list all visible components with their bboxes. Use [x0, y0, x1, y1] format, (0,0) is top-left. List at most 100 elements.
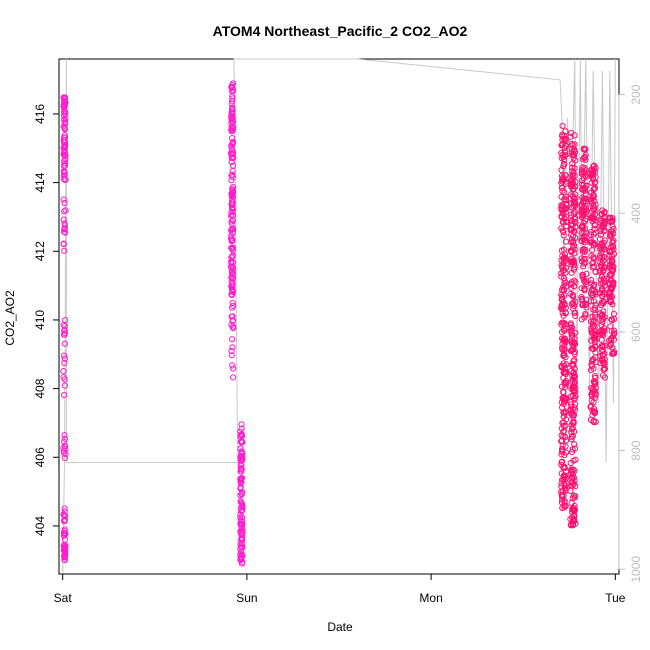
data-point: [590, 176, 597, 183]
data-point: [568, 403, 575, 410]
data-point: [230, 183, 237, 191]
data-point: [562, 128, 569, 135]
data-point: [571, 373, 578, 380]
data-point: [570, 420, 577, 427]
data-point: [61, 340, 69, 347]
data-point: [598, 312, 605, 319]
data-point: [561, 346, 568, 353]
pressure-line-group: [62, 58, 616, 575]
data-point: [228, 348, 235, 355]
data-point: [611, 327, 618, 334]
data-point: [60, 553, 68, 560]
data-point: [598, 273, 606, 280]
data-point: [61, 557, 69, 564]
y-axis-label: CO2_AO2: [3, 290, 17, 346]
data-point: [588, 292, 596, 299]
data-point: [567, 328, 574, 335]
data-point: [62, 451, 69, 458]
data-point: [590, 213, 597, 220]
data-point: [237, 554, 244, 561]
data-point: [567, 320, 574, 327]
data-point: [568, 428, 575, 435]
data-point: [580, 169, 587, 176]
data-point: [561, 499, 568, 506]
data-point: [600, 308, 607, 315]
data-point: [607, 230, 614, 237]
data-point: [560, 286, 567, 293]
data-point: [61, 516, 69, 524]
data-point: [558, 166, 565, 174]
data-point: [608, 232, 615, 239]
data-point: [587, 367, 595, 374]
data-point: [228, 126, 235, 134]
data-point: [582, 156, 589, 163]
data-point: [568, 285, 575, 292]
data-point: [591, 255, 598, 262]
data-point: [229, 97, 236, 105]
data-point: [572, 279, 579, 286]
data-point: [570, 413, 577, 420]
data-point: [571, 246, 578, 253]
y-tick-label: 404: [33, 516, 47, 536]
data-point: [60, 112, 68, 119]
data-point: [60, 116, 68, 123]
data-point: [568, 421, 575, 428]
data-point: [569, 291, 576, 298]
data-point: [572, 312, 579, 319]
data-point: [589, 264, 596, 271]
data-point: [61, 225, 68, 232]
y-tick-label: 412: [33, 241, 47, 261]
data-point: [559, 187, 566, 195]
data-point: [239, 488, 246, 496]
data-point: [581, 153, 588, 161]
data-point: [62, 207, 69, 214]
data-point: [228, 267, 235, 274]
data-point: [561, 254, 569, 261]
data-point: [238, 439, 245, 446]
data-point: [598, 336, 605, 343]
data-point: [610, 237, 617, 244]
y-axis-left: 404 406 408 410 412 414 416: [33, 104, 59, 536]
data-point: [559, 404, 566, 411]
data-point: [600, 372, 607, 379]
data-point: [61, 101, 68, 109]
data-point: [238, 521, 245, 528]
data-point: [60, 94, 67, 101]
data-point: [229, 288, 236, 295]
data-point: [558, 154, 565, 162]
data-point: [560, 428, 567, 435]
data-point: [600, 257, 607, 264]
data-point: [571, 467, 578, 474]
data-point: [62, 229, 69, 236]
data-point: [229, 162, 237, 169]
data-point: [238, 468, 245, 475]
data-point: [592, 408, 599, 416]
data-point: [61, 376, 68, 383]
data-point: [228, 120, 235, 127]
data-point: [60, 368, 67, 375]
data-point: [600, 352, 607, 359]
data-point: [61, 99, 69, 107]
data-point: [562, 172, 570, 179]
data-point: [597, 276, 604, 283]
data-point: [591, 378, 598, 385]
data-point: [237, 479, 244, 486]
data-point: [61, 505, 68, 512]
pressure-line: [62, 58, 616, 575]
data-point: [559, 447, 566, 454]
data-point: [608, 316, 615, 323]
data-point: [237, 498, 244, 505]
data-point: [60, 196, 67, 203]
data-point: [568, 255, 575, 262]
data-point: [230, 302, 237, 309]
data-point: [237, 511, 244, 518]
data-point: [580, 203, 588, 210]
data-point: [582, 279, 589, 286]
data-point: [562, 205, 569, 212]
data-point: [601, 374, 609, 381]
data-point: [569, 378, 576, 385]
data-point: [228, 278, 235, 285]
data-point: [592, 391, 599, 398]
data-point: [560, 413, 567, 420]
data-point: [610, 226, 617, 233]
